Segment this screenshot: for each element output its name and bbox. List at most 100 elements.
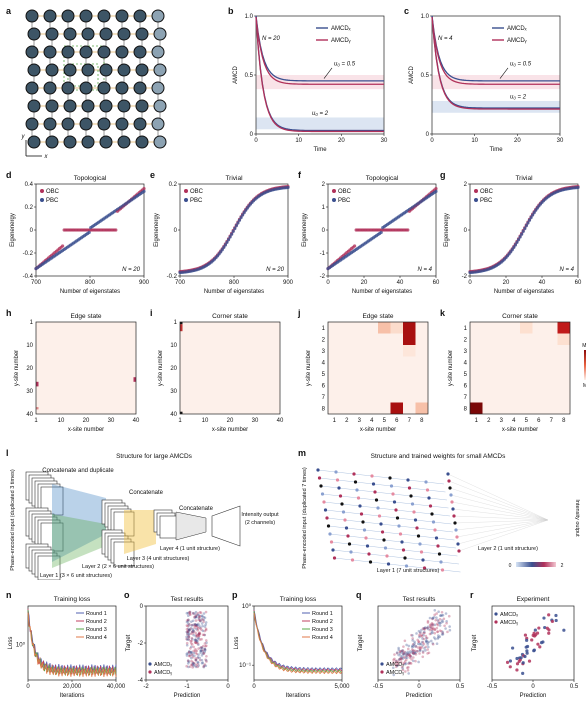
- weight-line: [334, 557, 353, 561]
- neuron: [337, 486, 341, 490]
- scatter-point: [190, 643, 194, 646]
- weight-line: [319, 477, 338, 481]
- scatter-point: [190, 663, 194, 667]
- x-tick-label: 40: [539, 280, 546, 286]
- legend-label: Round 1: [312, 611, 333, 617]
- legend-marker: [148, 662, 152, 666]
- scatter-point: [185, 641, 189, 645]
- scatter-point: [431, 631, 434, 635]
- scatter-point: [197, 617, 201, 620]
- scatter-point: [430, 627, 433, 631]
- neuron: [379, 522, 383, 526]
- scatter-point: [205, 644, 208, 648]
- legend-marker: [148, 670, 152, 674]
- scatter-point: [407, 666, 410, 669]
- n-label: N = 20: [122, 267, 141, 273]
- scatter-point: [198, 614, 202, 618]
- x-tick-label: 900: [139, 280, 150, 286]
- scatter-point: [185, 654, 189, 657]
- x-axis-label: Prediction: [406, 693, 433, 699]
- lattice-site: [61, 117, 75, 131]
- annotation: u₀ = 0.5: [334, 62, 356, 68]
- scatter-point: [399, 657, 402, 660]
- series-line-amcdy: [431, 16, 560, 110]
- neuron: [383, 546, 388, 550]
- output-block: [211, 505, 241, 547]
- weight-line: [398, 525, 418, 529]
- y-axis-label: Loss: [8, 637, 14, 650]
- heatmap-cell: [403, 345, 416, 357]
- x-tick-label: 0: [254, 138, 258, 144]
- data-point-pbc: [513, 243, 517, 247]
- x-tick-label: 20: [83, 418, 90, 424]
- weight-line: [355, 481, 374, 485]
- scatter-point: [188, 610, 192, 614]
- scatter-point: [194, 657, 197, 660]
- scatter-point: [195, 652, 199, 656]
- axis-frame: [469, 321, 571, 415]
- layer1-label: Layer 1 (3 × 6 unit structures): [40, 573, 112, 579]
- scatter-point: [186, 618, 190, 622]
- weight-line: [437, 545, 457, 549]
- lattice-site: [25, 9, 39, 23]
- scatter-point: [554, 618, 558, 623]
- x-axis-label: x-site number: [68, 427, 104, 433]
- scatter-point: [186, 630, 189, 633]
- scatter-point: [523, 654, 527, 659]
- scatter-point: [188, 610, 192, 614]
- series-line-amcdx: [255, 15, 384, 82]
- heatmap-cell: [403, 322, 416, 345]
- scatter-point: [192, 629, 195, 632]
- heatmap-corner-small: Corner state 1 2 3 4 5 6 7 8 1 2 3 4 5 6 7 8 x-site numbe…: [448, 313, 586, 433]
- scatter-point: [204, 627, 208, 631]
- scatter-point: [187, 627, 190, 631]
- legend-marker: [40, 198, 44, 202]
- neuron: [376, 506, 380, 510]
- scatter-point: [197, 647, 200, 650]
- lattice-site: [63, 27, 77, 41]
- lattice-site: [45, 63, 59, 77]
- y-tick-label: 3: [322, 349, 326, 355]
- scatter-point: [421, 637, 424, 640]
- scatter-point: [413, 651, 417, 655]
- scatter-point: [423, 646, 426, 650]
- scatter-point: [412, 652, 416, 656]
- heatmap-background: [470, 322, 570, 414]
- neuron: [355, 488, 359, 492]
- lattice-site: [61, 9, 75, 23]
- scatter-point: [195, 615, 198, 619]
- scatter-point: [404, 654, 408, 657]
- loss-curve: [27, 612, 117, 678]
- heatmap-cell: [378, 322, 391, 334]
- heatmap-cell: [470, 402, 483, 414]
- weight-line: [425, 481, 445, 485]
- neuron: [427, 496, 431, 500]
- lattice-site: [135, 27, 149, 41]
- scatter-point: [198, 615, 201, 619]
- scatter-point: [410, 633, 413, 637]
- scatter-point: [418, 631, 422, 635]
- scatter-point: [196, 634, 199, 637]
- weight-line: [373, 483, 392, 487]
- layer2-label: Layer 2 (1 unit structure): [478, 546, 538, 552]
- y-tick-label: 0.4: [25, 182, 34, 188]
- x-axis-label: Prediction: [520, 693, 547, 699]
- scatter-point: [408, 654, 412, 658]
- scatter-point: [416, 638, 420, 642]
- scatter-point: [432, 616, 436, 619]
- y-tick-label: 1: [322, 205, 326, 211]
- legend-label: PBC: [480, 198, 493, 204]
- panel-label-f: f: [298, 170, 301, 180]
- scatter-point: [444, 612, 448, 615]
- scatter-point: [185, 619, 189, 622]
- y-tick-label: 3: [464, 349, 468, 355]
- weight-line: [385, 547, 404, 551]
- weight-line: [353, 473, 373, 477]
- x-tick-label: 60: [433, 280, 440, 286]
- y-tick-label: 10: [26, 343, 33, 349]
- scatter-point: [200, 617, 204, 621]
- scatter-point: [185, 638, 189, 641]
- scatter-point: [203, 625, 207, 628]
- scatter-point: [197, 634, 201, 638]
- scatter-point: [195, 641, 198, 645]
